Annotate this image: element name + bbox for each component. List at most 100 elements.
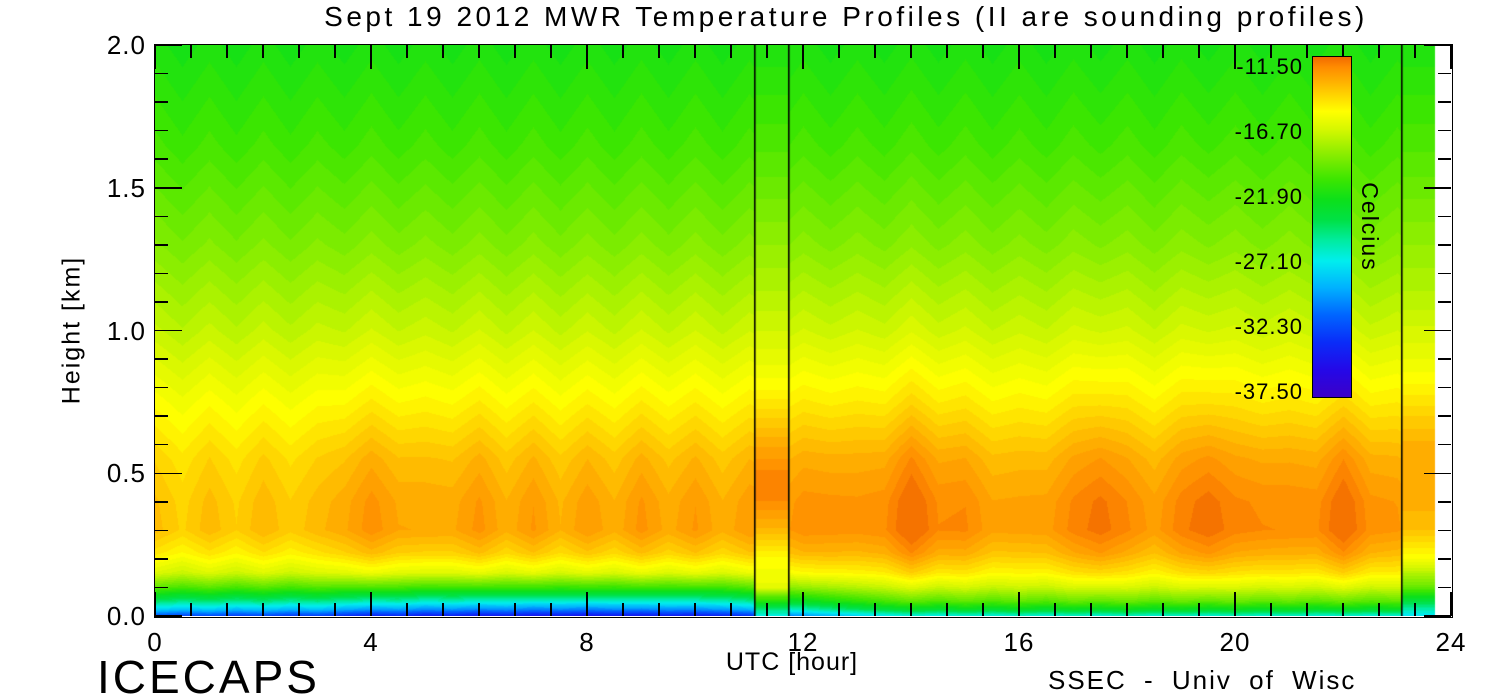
y-major-tick: [1424, 187, 1451, 189]
x-major-tick: [370, 45, 372, 69]
x-minor-tick: [622, 603, 624, 616]
y-tick-label: 2.0: [106, 30, 146, 60]
x-minor-tick: [478, 603, 480, 616]
y-axis-title: Height [km]: [57, 255, 86, 405]
x-tick-label: 20: [1219, 627, 1251, 657]
icecaps-label: ICECAPS: [97, 651, 320, 700]
x-major-tick: [370, 592, 372, 616]
y-major-tick: [1424, 472, 1451, 474]
y-minor-tick: [155, 358, 168, 360]
y-tick-label: 1.0: [106, 315, 146, 346]
x-tick-label: 16: [1003, 627, 1035, 657]
x-minor-tick: [1270, 603, 1272, 616]
x-minor-tick: [1054, 603, 1056, 616]
x-minor-tick: [1342, 45, 1344, 58]
x-minor-tick: [406, 603, 408, 616]
x-major-tick: [1018, 45, 1020, 69]
x-minor-tick: [514, 603, 516, 616]
x-minor-tick: [694, 45, 696, 58]
x-minor-tick: [838, 603, 840, 616]
x-minor-tick: [1054, 45, 1056, 58]
x-minor-tick: [730, 45, 732, 58]
x-minor-tick: [1090, 45, 1092, 58]
x-minor-tick: [874, 603, 876, 616]
x-minor-tick: [334, 45, 336, 58]
x-minor-tick: [694, 603, 696, 616]
x-minor-tick: [1162, 603, 1164, 616]
y-major-tick: [1424, 44, 1451, 46]
x-major-tick: [802, 45, 804, 69]
x-minor-tick: [622, 45, 624, 58]
x-minor-tick: [982, 603, 984, 616]
y-minor-tick: [155, 101, 168, 103]
y-major-tick: [155, 44, 182, 46]
x-minor-tick: [190, 603, 192, 616]
x-minor-tick: [442, 603, 444, 616]
y-minor-tick: [1438, 386, 1451, 389]
x-major-tick: [1018, 592, 1020, 616]
x-minor-tick: [190, 45, 192, 58]
y-minor-tick: [155, 72, 168, 75]
y-minor-tick: [1438, 443, 1451, 446]
x-minor-tick: [910, 45, 912, 58]
colorbar-tick-label: -11.50: [1236, 54, 1303, 79]
x-minor-tick: [1378, 603, 1380, 616]
x-minor-tick: [1270, 45, 1272, 58]
contour-plot-canvas: [155, 45, 1451, 616]
x-minor-tick: [1414, 603, 1416, 616]
x-major-tick: [586, 592, 588, 616]
y-minor-tick: [155, 443, 168, 446]
y-minor-tick: [155, 158, 168, 160]
x-major-tick: [586, 45, 588, 69]
y-minor-tick: [1438, 244, 1451, 246]
y-major-tick: [155, 615, 182, 617]
x-minor-tick: [298, 603, 300, 616]
x-minor-tick: [298, 45, 300, 58]
x-minor-tick: [1126, 45, 1128, 58]
x-minor-tick: [1198, 603, 1200, 616]
x-minor-tick: [262, 603, 264, 616]
x-tick-label: 0: [147, 627, 163, 657]
x-minor-tick: [1378, 45, 1380, 58]
y-tick-label: 0.5: [106, 458, 146, 489]
chart-title: Sept 19 2012 MWR Temperature Profiles (I…: [324, 1, 1368, 32]
y-minor-tick: [1438, 358, 1451, 360]
y-minor-tick: [155, 301, 168, 303]
x-minor-tick: [730, 603, 732, 616]
x-tick-label: 4: [363, 627, 379, 657]
credit-label: SSEC - Univ of Wisc: [1048, 665, 1357, 695]
y-minor-tick: [155, 529, 168, 532]
x-minor-tick: [226, 45, 228, 58]
x-minor-tick: [1162, 45, 1164, 58]
x-minor-tick: [838, 45, 840, 58]
x-minor-tick: [514, 45, 516, 58]
y-minor-tick: [155, 586, 168, 589]
y-minor-tick: [155, 215, 168, 218]
y-major-tick: [1424, 329, 1451, 332]
y-minor-tick: [155, 244, 168, 246]
x-major-tick: [802, 592, 804, 616]
colorbar-tick-label: -32.30: [1234, 314, 1303, 339]
x-tick-label: 8: [579, 627, 595, 657]
x-minor-tick: [766, 45, 768, 58]
x-major-tick: [1450, 45, 1452, 69]
x-minor-tick: [1198, 45, 1200, 58]
x-minor-tick: [910, 603, 912, 616]
x-minor-tick: [550, 603, 552, 616]
y-minor-tick: [1438, 215, 1451, 218]
y-major-tick: [155, 187, 182, 189]
x-minor-tick: [406, 45, 408, 58]
y-minor-tick: [1438, 72, 1451, 75]
y-major-tick: [155, 472, 182, 474]
x-minor-tick: [226, 603, 228, 616]
x-minor-tick: [766, 603, 768, 616]
y-minor-tick: [1438, 501, 1451, 503]
colorbar: [1312, 56, 1352, 398]
y-minor-tick: [1438, 529, 1451, 532]
x-minor-tick: [1126, 603, 1128, 616]
colorbar-tick-label: -16.70: [1234, 119, 1303, 144]
y-tick-label: 1.5: [106, 172, 146, 203]
x-minor-tick: [658, 45, 660, 58]
y-minor-tick: [155, 386, 168, 389]
